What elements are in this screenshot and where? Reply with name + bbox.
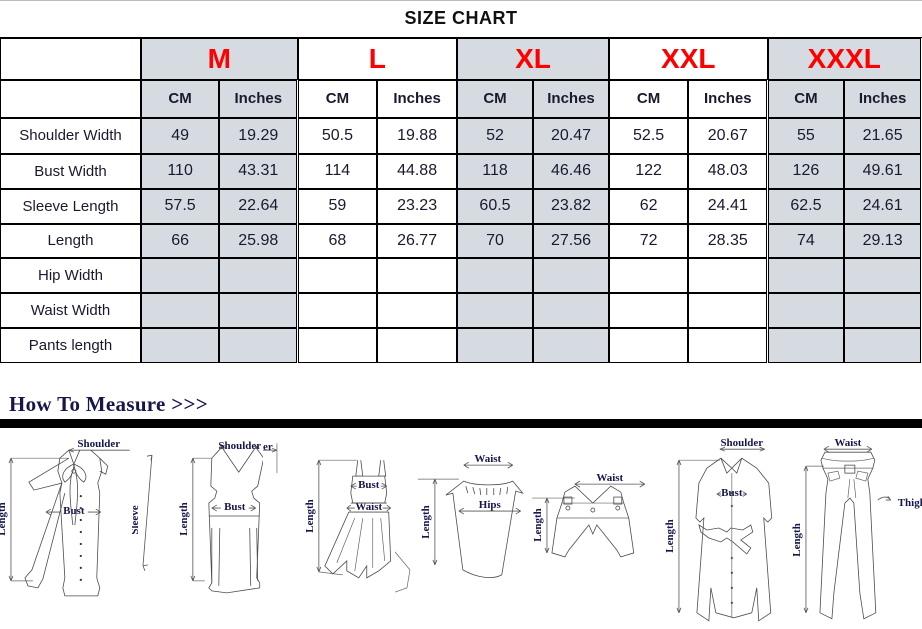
svg-text:Shoulder: Shoulder	[218, 440, 261, 452]
svg-text:Bust: Bust	[224, 501, 246, 513]
svg-text:Waist: Waist	[596, 472, 623, 484]
svg-text:Shoulder: Shoulder	[77, 438, 120, 450]
svg-text:Length: Length	[532, 508, 544, 542]
svg-text:Hips: Hips	[479, 499, 501, 511]
svg-text:Sleeve: Sleeve	[132, 505, 141, 534]
svg-text:Length: Length	[0, 502, 8, 536]
svg-text:Length: Length	[178, 502, 190, 536]
svg-text:Thigh: Thigh	[898, 497, 922, 509]
svg-text:Bust: Bust	[358, 479, 380, 491]
svg-text:er: er	[263, 441, 273, 453]
svg-text:Bust: Bust	[63, 505, 85, 517]
svg-text:Length: Length	[304, 499, 316, 533]
svg-text:Length: Length	[663, 519, 675, 553]
svg-text:Waist: Waist	[474, 453, 501, 465]
svg-text:Length: Length	[791, 523, 803, 557]
svg-text:Length: Length	[420, 505, 432, 539]
svg-text:Shoulder: Shoulder	[720, 437, 763, 449]
svg-text:Waist: Waist	[835, 437, 862, 449]
